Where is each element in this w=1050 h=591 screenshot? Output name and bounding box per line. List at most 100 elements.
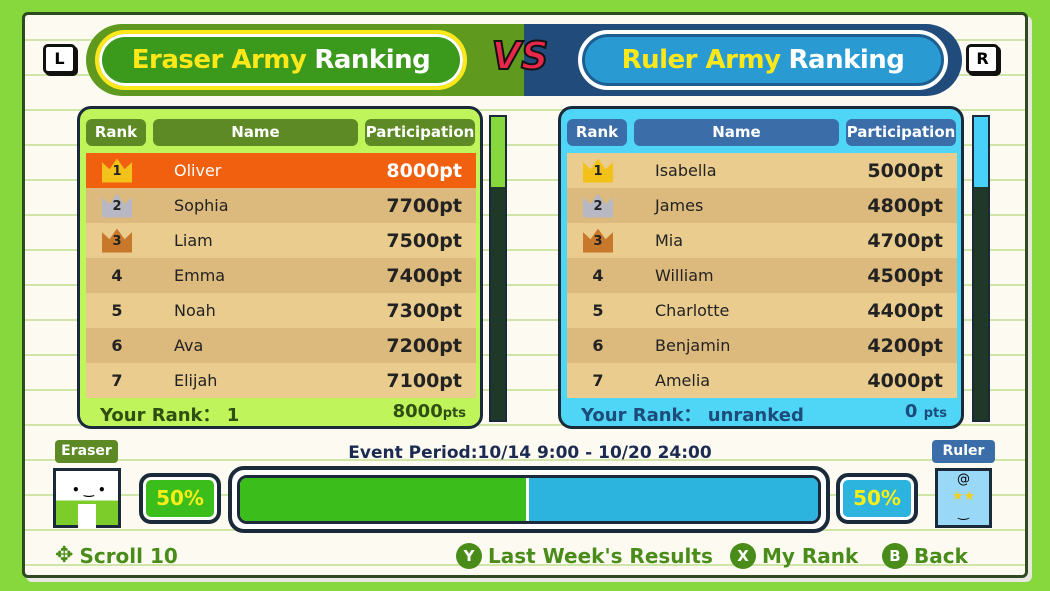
your-rank-label: Your Rank： xyxy=(581,405,702,426)
eraser-percent: 50% xyxy=(139,473,221,524)
table-row[interactable]: 5 Noah 7300pt xyxy=(86,293,476,328)
points-unit: pts xyxy=(923,406,947,421)
ranking-list[interactable]: 1 Isabella 5000pt 2 James 4800pt 3 Mia 4700pt 4 Wi… xyxy=(567,153,957,398)
rank-cell: 3 xyxy=(86,228,148,253)
event-period: Event Period:10/14 9:00 - 10/20 24:00 xyxy=(348,443,712,463)
your-rank-label: Your Rank： xyxy=(100,405,221,426)
table-row[interactable]: 7 Amelia 4000pt xyxy=(567,363,957,398)
tab-eraser-army-ranking[interactable]: Eraser Army Ranking xyxy=(95,30,467,90)
player-name: Benjamin xyxy=(655,336,731,355)
rank-value: 6 xyxy=(111,336,123,355)
last-week-results-button[interactable]: Y Last Week's Results xyxy=(456,543,713,569)
l-button-icon[interactable]: L xyxy=(43,44,76,74)
rank-header: Rank xyxy=(567,119,627,146)
table-row[interactable]: 6 Ava 7200pt xyxy=(86,328,476,363)
participation-header: Participation xyxy=(846,119,956,146)
rank-header: Rank xyxy=(86,119,146,146)
ranking-list[interactable]: 1 Oliver 8000pt 2 Sophia 7700pt 3 Liam 7500pt 4 Em… xyxy=(86,153,476,398)
player-name: Isabella xyxy=(655,161,717,180)
rank-value: 5 xyxy=(592,301,604,320)
crown-icon: 3 xyxy=(102,228,132,253)
ruler-label: Ruler xyxy=(932,440,995,463)
scroll-thumb[interactable] xyxy=(974,117,988,187)
table-row[interactable]: 4 William 4500pt xyxy=(567,258,957,293)
rank-cell: 4 xyxy=(86,266,148,285)
player-name: Emma xyxy=(174,266,226,285)
your-rank-row: Your Rank： unranked 0 pts xyxy=(581,401,947,427)
crown-icon: 2 xyxy=(102,193,132,218)
crown-icon: 1 xyxy=(583,158,613,183)
eraser-fill xyxy=(240,478,529,521)
player-name: Oliver xyxy=(174,161,222,180)
back-button[interactable]: B Back xyxy=(882,543,968,569)
x-button-icon: X xyxy=(730,543,756,569)
scroll-label: Scroll 10 xyxy=(79,543,178,568)
participation-points: 4800pt xyxy=(867,194,943,217)
participation-points: 4400pt xyxy=(867,299,943,322)
participation-points: 7700pt xyxy=(386,194,462,217)
your-rank-value: 1 xyxy=(226,405,240,426)
crown-icon: 3 xyxy=(583,228,613,253)
participation-points: 7200pt xyxy=(386,334,462,357)
table-row[interactable]: 3 Liam 7500pt xyxy=(86,223,476,258)
rank-value: 7 xyxy=(111,371,123,390)
dpad-icon: ✥ xyxy=(55,543,74,568)
points-unit: pts xyxy=(442,406,466,421)
your-rank-value: unranked xyxy=(707,405,804,426)
participation-points: 7400pt xyxy=(386,264,462,287)
table-row[interactable]: 7 Elijah 7100pt xyxy=(86,363,476,398)
participation-points: 4500pt xyxy=(867,264,943,287)
participation-points: 7300pt xyxy=(386,299,462,322)
table-row[interactable]: 1 Isabella 5000pt xyxy=(567,153,957,188)
r-button-icon[interactable]: R xyxy=(966,44,999,74)
ruler-scrollbar[interactable] xyxy=(972,115,990,422)
ruler-mascot-icon: @ ★★ ‿ xyxy=(935,468,992,528)
player-name: William xyxy=(655,266,714,285)
table-row[interactable]: 1 Oliver 8000pt xyxy=(86,153,476,188)
eraser-title-b: Ranking xyxy=(314,45,431,75)
tab-ruler-army-ranking[interactable]: Ruler Army Ranking xyxy=(578,30,948,90)
rank-cell: 5 xyxy=(86,301,148,320)
my-rank-button[interactable]: X My Rank xyxy=(730,543,858,569)
rank-cell: 1 xyxy=(567,158,629,183)
rank-value: 7 xyxy=(592,371,604,390)
rank-cell: 7 xyxy=(86,371,148,390)
player-name: Charlotte xyxy=(655,301,730,320)
rank-cell: 1 xyxy=(86,158,148,183)
eraser-title-a: Eraser Army xyxy=(131,45,307,75)
player-name: Noah xyxy=(174,301,216,320)
rank-value: 4 xyxy=(111,266,123,285)
scroll-hint: ✥ Scroll 10 xyxy=(55,543,178,568)
table-row[interactable]: 2 James 4800pt xyxy=(567,188,957,223)
participation-points: 8000pt xyxy=(386,159,462,182)
your-points: 0 xyxy=(904,401,918,422)
ruler-fill xyxy=(529,478,818,521)
y-button-icon: Y xyxy=(456,543,482,569)
name-header: Name xyxy=(153,119,358,146)
participation-points: 7100pt xyxy=(386,369,462,392)
player-name: Ava xyxy=(174,336,204,355)
table-row[interactable]: 4 Emma 7400pt xyxy=(86,258,476,293)
table-row[interactable]: 3 Mia 4700pt xyxy=(567,223,957,258)
player-name: Sophia xyxy=(174,196,229,215)
participation-header: Participation xyxy=(365,119,475,146)
rank-value: 5 xyxy=(111,301,123,320)
table-row[interactable]: 6 Benjamin 4200pt xyxy=(567,328,957,363)
rank-value: 6 xyxy=(592,336,604,355)
rank-cell: 4 xyxy=(567,266,629,285)
eraser-scrollbar[interactable] xyxy=(489,115,507,422)
eraser-ranking-panel: Rank Name Participation 1 Oliver 8000pt 2 So… xyxy=(77,106,483,429)
participation-points: 5000pt xyxy=(867,159,943,182)
rank-cell: 6 xyxy=(567,336,629,355)
rank-cell: 3 xyxy=(567,228,629,253)
table-row[interactable]: 5 Charlotte 4400pt xyxy=(567,293,957,328)
table-row[interactable]: 2 Sophia 7700pt xyxy=(86,188,476,223)
vs-logo: VS xyxy=(491,33,550,79)
last-week-label: Last Week's Results xyxy=(488,544,713,568)
rank-cell: 2 xyxy=(86,193,148,218)
your-points: 8000 xyxy=(392,401,443,422)
scroll-thumb[interactable] xyxy=(491,117,505,187)
participation-points: 4200pt xyxy=(867,334,943,357)
ruler-ranking-panel: Rank Name Participation 1 Isabella 5000pt 2… xyxy=(558,106,964,429)
rank-cell: 5 xyxy=(567,301,629,320)
